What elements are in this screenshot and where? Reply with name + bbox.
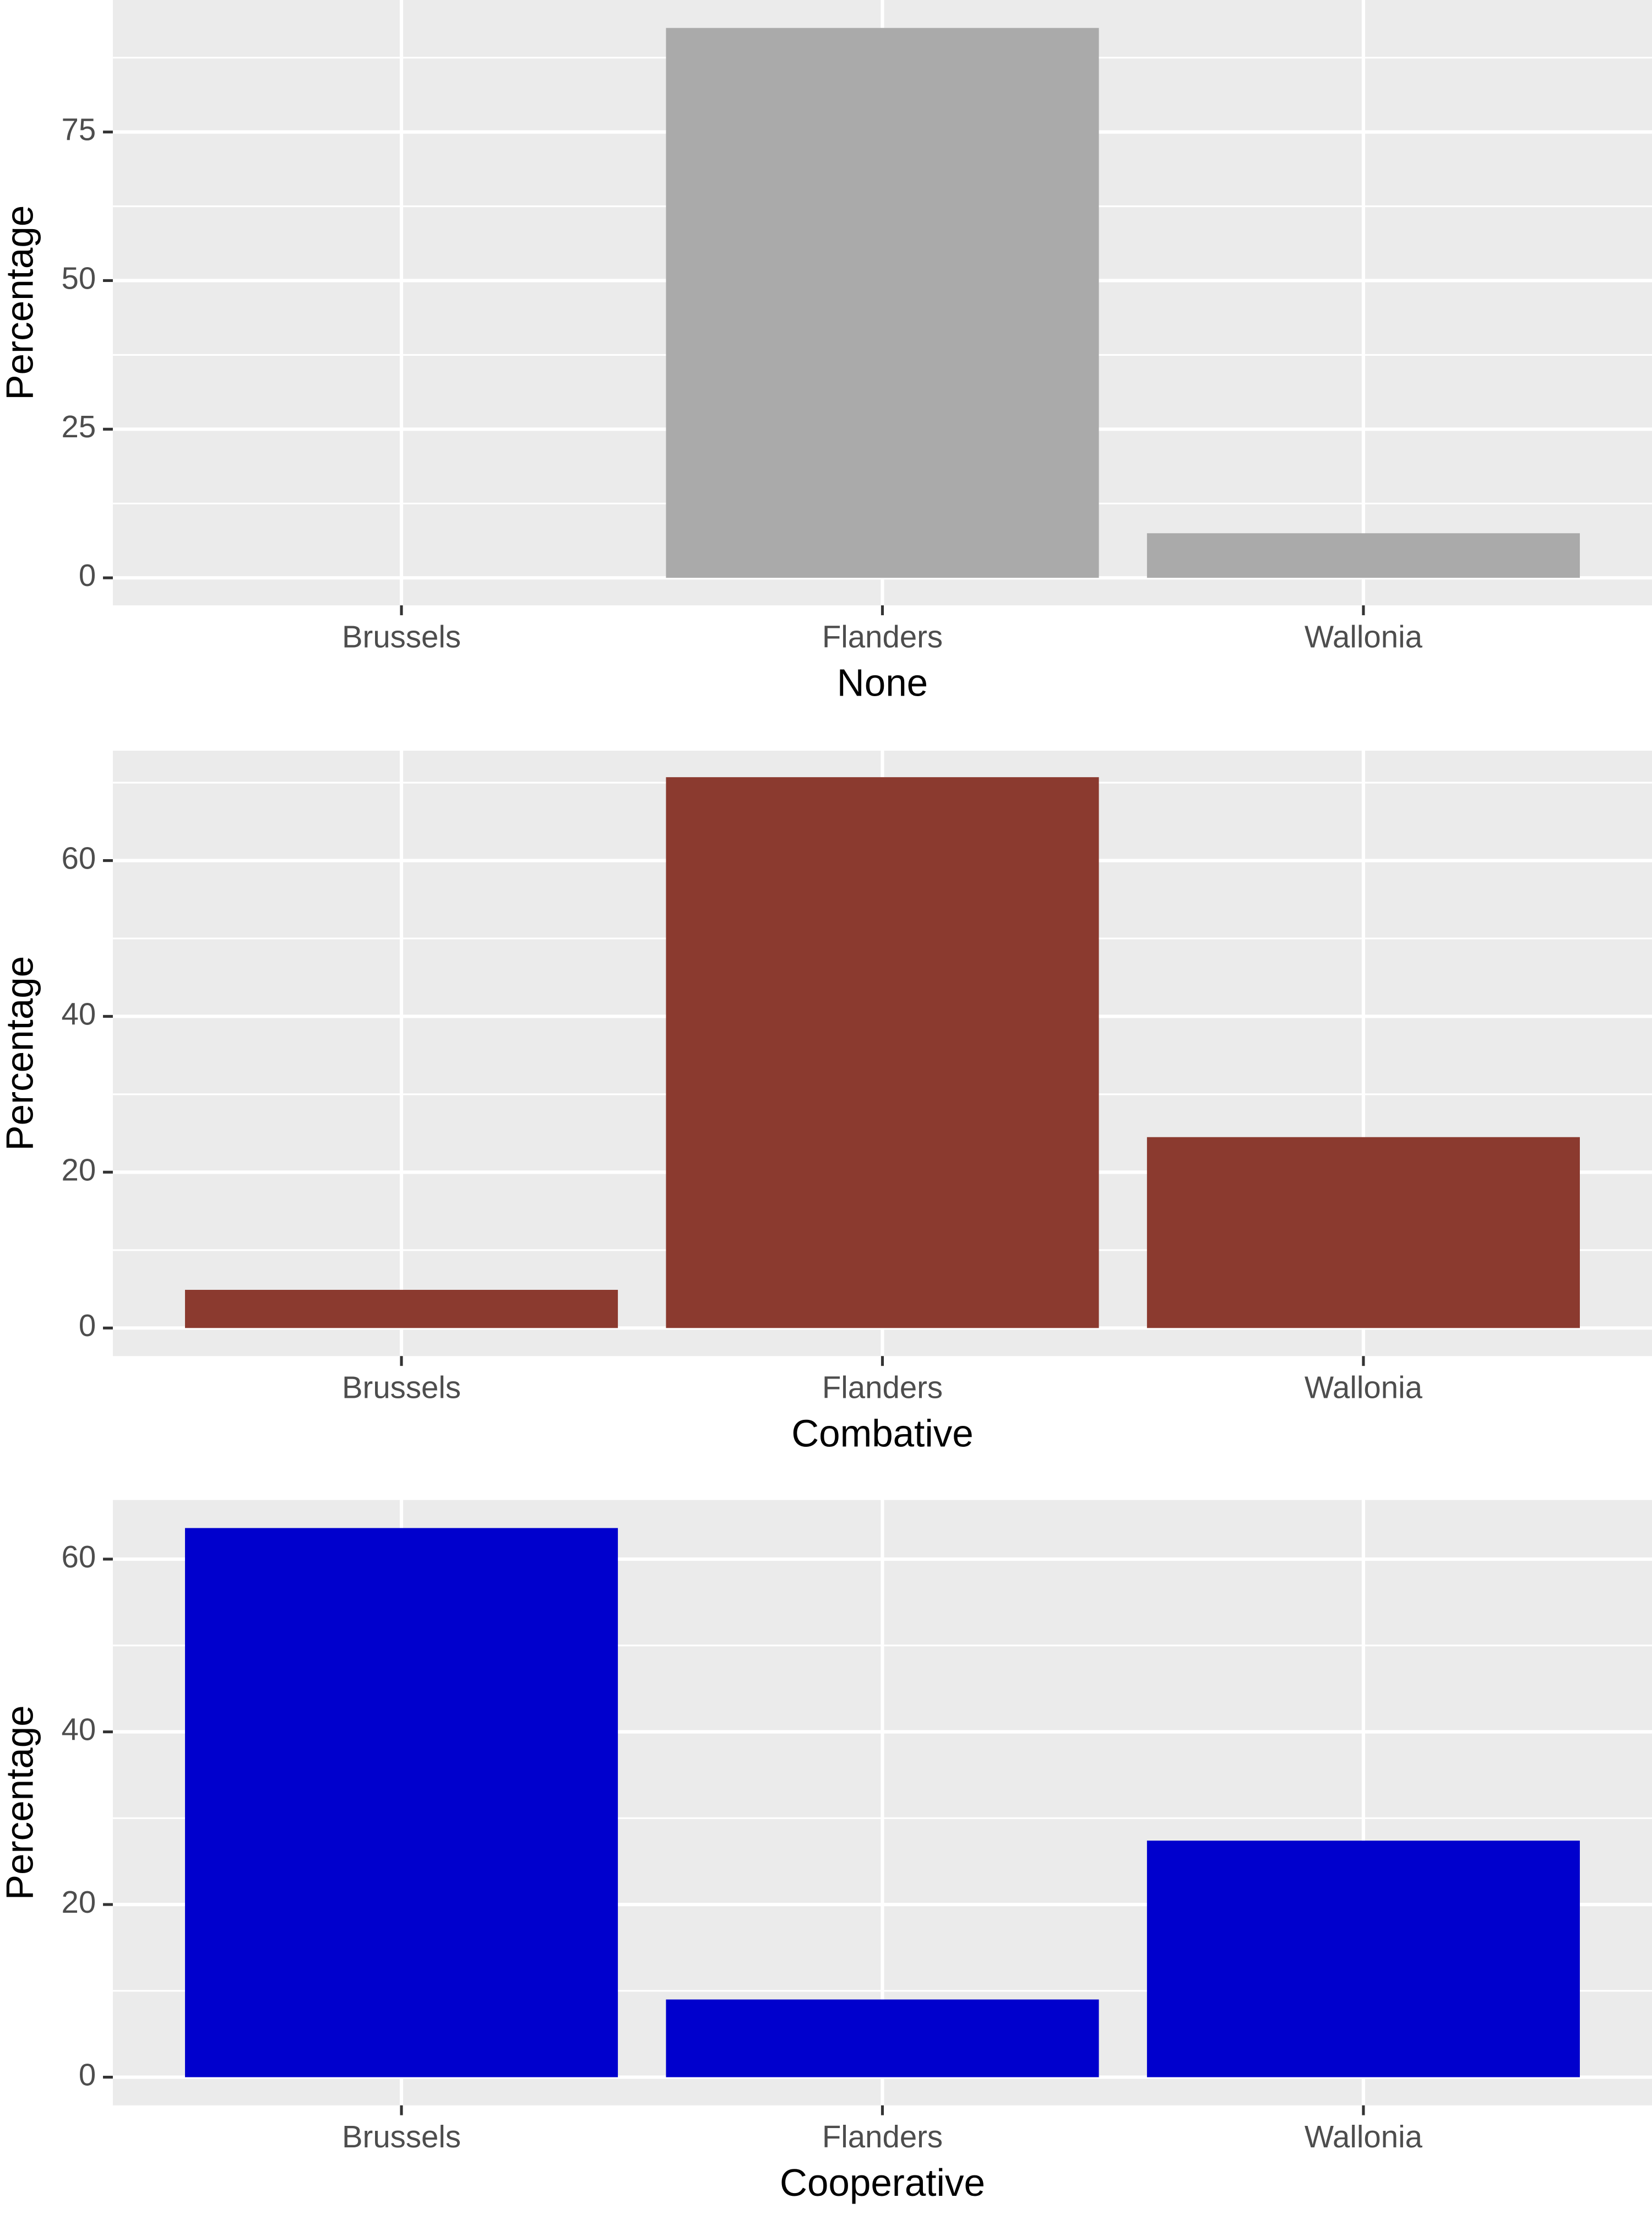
y-tick-label: 40: [62, 996, 96, 1031]
y-tick-label: 75: [62, 112, 96, 147]
x-tick-label: Flanders: [822, 2119, 943, 2154]
bar: [666, 777, 1099, 1328]
x-tick-label: Wallonia: [1305, 2119, 1423, 2154]
y-tick-label: 20: [62, 1152, 96, 1187]
x-tick-label: Brussels: [342, 620, 461, 654]
x-tick-label: Wallonia: [1305, 1370, 1423, 1405]
y-tick-label: 0: [79, 558, 96, 593]
x-tick-label: Wallonia: [1305, 620, 1423, 654]
x-axis-title: Combative: [791, 1412, 974, 1455]
x-tick-label: Flanders: [822, 1370, 943, 1405]
y-tick-label: 60: [62, 840, 96, 875]
bar: [666, 1999, 1099, 2077]
y-tick-label: 0: [79, 1308, 96, 1343]
x-axis-title: None: [837, 661, 928, 704]
x-axis-title: Cooperative: [780, 2161, 985, 2204]
y-axis-title: Percentage: [0, 956, 41, 1151]
bar: [184, 1289, 618, 1328]
y-tick-label: 60: [62, 1539, 96, 1574]
x-tick-label: Flanders: [822, 620, 943, 654]
bar: [1146, 533, 1580, 578]
bar: [666, 28, 1099, 578]
x-tick-label: Brussels: [342, 1370, 461, 1405]
y-tick-label: 20: [62, 1885, 96, 1919]
y-tick-label: 25: [62, 409, 96, 444]
y-axis-title: Percentage: [0, 1705, 41, 1900]
y-tick-label: 40: [62, 1712, 96, 1746]
y-tick-label: 50: [62, 261, 96, 295]
bar: [184, 1528, 618, 2077]
bar: [1146, 1841, 1580, 2077]
y-tick-label: 0: [79, 2057, 96, 2092]
x-tick-label: Brussels: [342, 2119, 461, 2154]
bar: [1146, 1137, 1580, 1328]
y-axis-title: Percentage: [0, 205, 41, 400]
